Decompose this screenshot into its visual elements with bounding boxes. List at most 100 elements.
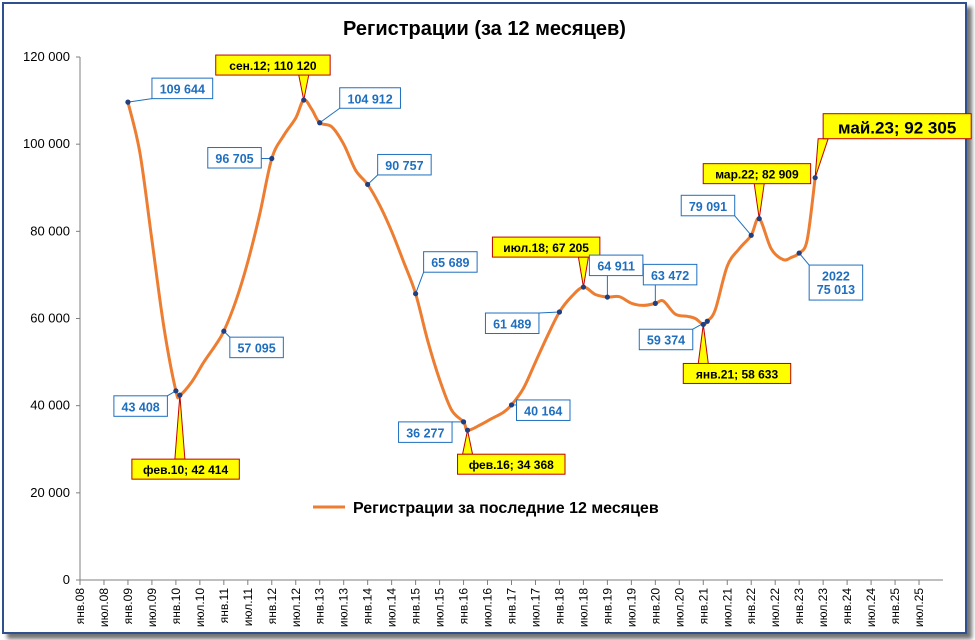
x-tick-label: янв.16: [457, 588, 471, 625]
data-point: [460, 419, 467, 425]
data-point: [413, 291, 419, 297]
data-point: [796, 250, 802, 256]
x-tick-label: янв.14: [361, 588, 375, 625]
data-point: [221, 328, 227, 334]
y-tick-label: 40 000: [30, 398, 70, 413]
data-point: [317, 120, 323, 126]
data-label-box: [377, 153, 432, 176]
label-leader: [538, 311, 560, 314]
callout-box: [131, 458, 240, 480]
chart-title: Регистрации (за 12 месяцев): [343, 18, 626, 40]
x-tick-label: июл.11: [241, 588, 255, 627]
x-tick-label: июл.20: [672, 588, 686, 627]
data-label: фев.16; 34 368: [469, 458, 554, 472]
data-label: 79 091: [689, 200, 727, 214]
x-tick-label: июл.10: [193, 588, 207, 627]
x-tick-label: июл.08: [97, 588, 111, 627]
x-tick-label: июл.25: [912, 588, 926, 627]
x-tick-label: июл.18: [576, 588, 590, 627]
x-tick-label: янв.24: [840, 588, 854, 625]
x-tick-label: янв.17: [505, 588, 519, 625]
y-tick-label: 100 000: [23, 136, 70, 151]
data-label: 64 911: [597, 260, 635, 274]
data-point: [652, 300, 658, 306]
x-tick-label: июл.15: [433, 588, 447, 627]
y-tick-label: 0: [63, 572, 70, 587]
data-point: [812, 175, 818, 181]
data-point: [365, 181, 371, 188]
callout-box: [822, 113, 972, 140]
data-point: [269, 155, 275, 162]
x-tick-label: июл.12: [289, 588, 303, 627]
data-point: [748, 232, 754, 238]
x-tick-label: июл.22: [768, 588, 782, 627]
data-label-box: [229, 336, 284, 359]
x-tick-label: янв.11: [217, 588, 231, 624]
data-label: 96 705: [215, 152, 253, 166]
data-point: [756, 216, 762, 222]
data-label: 104 912: [348, 92, 393, 106]
data-point: [173, 388, 179, 394]
data-label: янв.21; 58 633: [696, 367, 779, 381]
callout-box: [457, 453, 566, 475]
data-label: 65 689: [431, 256, 469, 270]
x-tick-label: июл.17: [528, 588, 542, 627]
data-label-box: [642, 263, 698, 286]
data-point: [700, 321, 706, 328]
data-label: 90 757: [385, 159, 423, 173]
x-tick-label: июл.24: [864, 588, 878, 627]
callout-pointer: [461, 430, 474, 455]
data-point: [604, 294, 610, 300]
x-tick-label: янв.22: [744, 588, 758, 625]
data-label-box: [638, 328, 694, 351]
callout-pointer: [577, 256, 590, 288]
x-tick-label: янв.13: [313, 588, 327, 625]
data-point: [177, 392, 183, 398]
legend-label: Регистрации за последние 12 месяцев: [353, 500, 659, 517]
label-leader: [415, 272, 425, 294]
data-point: [464, 427, 471, 433]
data-label: 75 013: [817, 283, 855, 297]
data-label: фев.10; 42 414: [143, 463, 228, 477]
data-point: [704, 318, 710, 324]
data-point: [125, 99, 131, 105]
x-tick-label: янв.25: [888, 588, 902, 625]
data-label-box: [484, 312, 540, 335]
data-label-box: [151, 77, 214, 100]
x-tick-label: июл.09: [145, 588, 159, 627]
data-label-box: [423, 251, 478, 273]
x-tick-label: янв.08: [73, 588, 87, 625]
x-tick-label: июл.21: [720, 588, 734, 627]
data-label: мар.22; 82 909: [715, 168, 799, 182]
label-leader: [127, 98, 153, 103]
data-point: [580, 284, 587, 290]
x-tick-label: июл.13: [337, 588, 351, 627]
x-tick-label: янв.09: [121, 588, 135, 625]
callout-pointer: [697, 324, 709, 364]
data-label: 40 164: [524, 404, 562, 418]
x-tick-label: июл.19: [624, 588, 638, 627]
data-label-box: [516, 399, 571, 421]
x-tick-label: янв.12: [265, 588, 279, 625]
callout-box: [491, 236, 601, 258]
y-tick-label: 20 000: [30, 485, 70, 500]
data-point: [556, 309, 563, 315]
x-tick-label: янв.23: [792, 588, 806, 625]
data-label: 36 277: [406, 426, 444, 440]
x-tick-label: янв.19: [600, 588, 614, 625]
x-tick-label: июл.14: [385, 588, 399, 627]
data-point: [508, 402, 515, 408]
callout-box: [682, 362, 792, 384]
x-tick-label: янв.21: [696, 588, 710, 625]
data-label-box: [339, 87, 401, 109]
data-label: 109 644: [160, 83, 205, 97]
x-tick-label: янв.10: [169, 588, 183, 625]
data-label-box: [398, 421, 453, 443]
callout-pointer: [814, 138, 829, 178]
label-leader: [734, 215, 752, 236]
data-label: 43 408: [122, 400, 160, 414]
callout-pointer: [174, 395, 186, 460]
label-leader: [319, 107, 341, 124]
data-label: 61 489: [493, 318, 531, 332]
y-tick-label: 80 000: [30, 223, 70, 238]
